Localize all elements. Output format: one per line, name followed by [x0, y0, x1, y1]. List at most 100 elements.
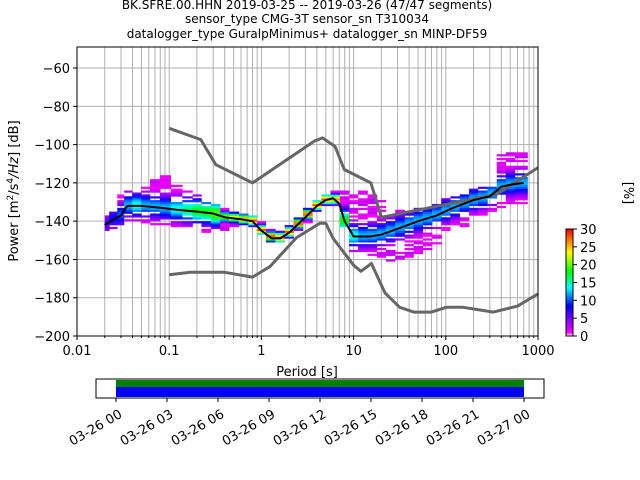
density-cell: [376, 248, 387, 251]
density-cell: [339, 196, 350, 199]
density-cell: [170, 192, 183, 195]
density-cell: [117, 211, 125, 214]
density-cell: [192, 207, 202, 210]
density-cell: [367, 196, 378, 199]
density-cell: [487, 188, 498, 191]
density-cell: [159, 205, 171, 209]
density-cell: [395, 223, 405, 226]
density-cell: [124, 207, 133, 210]
density-cell: [469, 207, 479, 210]
density-cell: [385, 223, 396, 226]
density-cell: [201, 215, 212, 218]
density-cell: [210, 223, 221, 226]
density-cell: [321, 202, 331, 205]
density-cell: [210, 209, 221, 212]
high-noise-model-line: [168, 126, 538, 219]
density-cell: [117, 219, 125, 222]
timeline-coverage-bar: [116, 387, 524, 397]
density-cell: [284, 226, 294, 230]
density-cell: [192, 200, 202, 203]
density-cell: [210, 217, 221, 220]
density-cell: [496, 182, 506, 186]
density-cell: [413, 225, 423, 228]
density-cell: [358, 203, 368, 207]
density-cell: [220, 221, 230, 224]
density-cell: [404, 255, 414, 258]
density-cell: [478, 198, 488, 201]
density-cell: [358, 228, 368, 231]
density-cell: [124, 205, 133, 209]
x-tick-label: 1: [257, 344, 265, 359]
density-cell: [376, 230, 387, 233]
density-cell: [339, 192, 350, 195]
colorbar-ticks: 0 5 10 15 20 25 30: [573, 223, 597, 345]
density-cell: [358, 240, 368, 243]
density-cell: [358, 249, 368, 253]
density-cell: [170, 213, 183, 216]
density-cell: [159, 192, 171, 195]
title-line-2: sensor_type CMG-3T sensor_sn T310034: [184, 12, 430, 26]
density-cell: [422, 209, 433, 212]
density-cell: [478, 211, 488, 214]
density-cell: [358, 244, 368, 247]
density-cell: [201, 228, 212, 231]
density-cell: [192, 213, 202, 216]
density-cell: [459, 209, 470, 212]
density-cell: [339, 190, 350, 193]
density-cell: [349, 202, 359, 205]
density-cell: [385, 217, 396, 220]
density-cell: [505, 167, 516, 170]
colorbar-tick-label: 25: [580, 241, 597, 256]
density-cell: [505, 177, 516, 180]
density-cell: [229, 225, 240, 228]
density-cell: [150, 213, 161, 216]
y-tick-label: −200: [34, 330, 70, 345]
density-cell: [349, 194, 359, 197]
density-cell: [349, 196, 359, 199]
density-cell: [395, 217, 405, 220]
density-cell: [413, 211, 423, 214]
density-cell: [220, 225, 230, 228]
density-cell: [150, 188, 161, 191]
density-cell: [505, 202, 516, 205]
density-cell: [367, 194, 378, 197]
density-cell: [413, 248, 423, 251]
x-ticks: 0.01 0.1 1 10 100 1000: [63, 336, 555, 359]
density-cell: [182, 190, 193, 193]
density-cell: [358, 190, 368, 193]
density-cell: [478, 194, 488, 197]
density-cell: [459, 225, 470, 228]
colorbar-tick-label: 15: [580, 277, 597, 292]
density-cell: [413, 246, 423, 249]
density-cell: [150, 196, 161, 199]
density-cell: [450, 196, 460, 199]
density-cell: [132, 207, 142, 210]
density-cell: [469, 188, 479, 191]
density-cell: [330, 190, 341, 193]
density-cell: [367, 215, 378, 218]
density-cell: [349, 200, 359, 203]
density-cell: [330, 192, 341, 195]
timeline-gaps-bar: [116, 380, 524, 387]
density-cell: [159, 184, 171, 187]
density-cell: [367, 200, 378, 203]
density-cell: [124, 219, 133, 222]
density-cell: [210, 211, 221, 214]
density-cell: [367, 225, 378, 228]
density-cell: [117, 223, 125, 226]
density-cell: [117, 200, 125, 203]
density-cell: [450, 207, 460, 210]
density-cell: [496, 181, 506, 184]
density-cell: [182, 223, 193, 226]
density-cell: [432, 215, 442, 218]
density-cell: [330, 194, 341, 197]
density-cell: [404, 234, 414, 237]
x-tick-label: 1000: [521, 344, 554, 359]
density-cell: [159, 200, 171, 203]
density-cell: [210, 219, 221, 222]
density-cell: [505, 175, 516, 178]
density-cell: [385, 240, 396, 243]
density-cell: [385, 253, 396, 256]
density-cell: [141, 215, 151, 218]
